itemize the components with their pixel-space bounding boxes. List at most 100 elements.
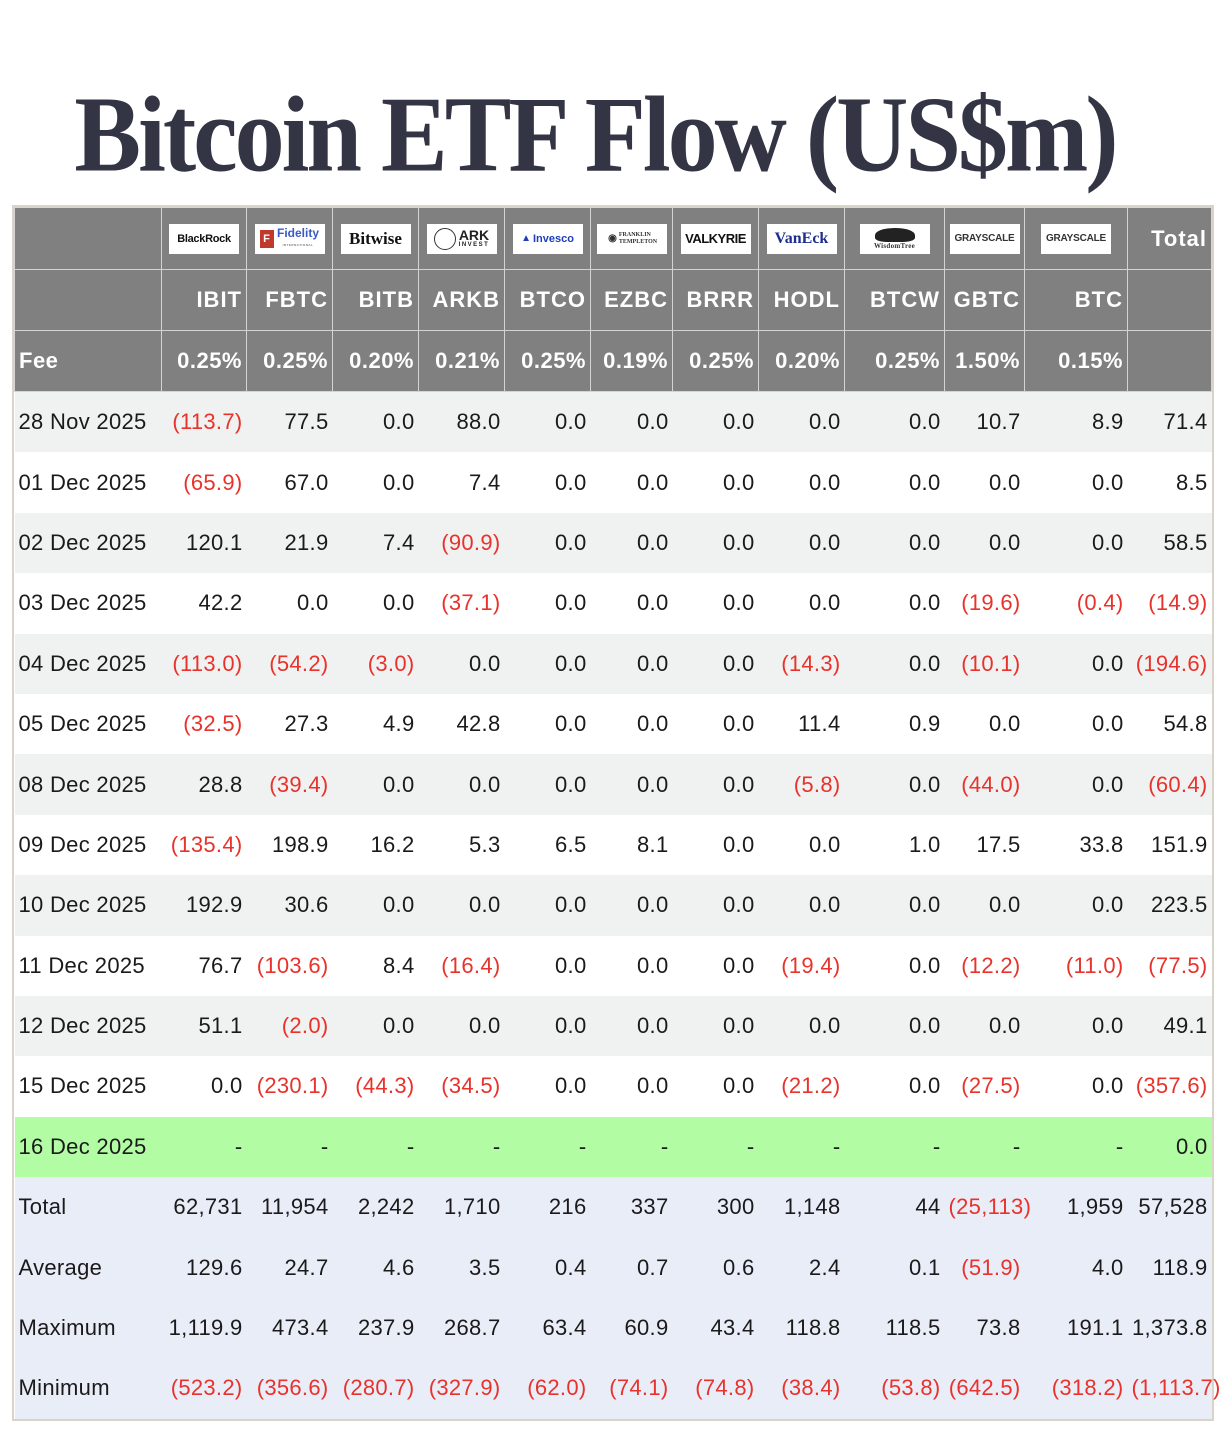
flow-cell: 8.9 — [1024, 391, 1128, 453]
date-cell: 15 Dec 2025 — [14, 1056, 162, 1117]
table-row: 08 Dec 2025 28.8 (39.4) 0.0 0.0 0.0 0.0 0.0 (5.8… — [14, 754, 1212, 815]
flow-cell: (27.5) — [944, 1056, 1025, 1117]
fee-value: 0.25% — [844, 330, 945, 392]
flow-cell: 0.0 — [590, 452, 673, 513]
flow-cell: 0.0 — [672, 452, 759, 513]
ticker-header: IBIT — [161, 269, 247, 331]
etf-flow-table: BlackRock F Fidelity INTERNATIONAL Bitwis… — [14, 207, 1220, 1419]
flow-cell: 0.0 — [418, 633, 505, 694]
flow-cell: (327.9) — [418, 1358, 505, 1419]
flow-cell: - — [418, 1116, 505, 1178]
invesco-logo: ▲ Invesco — [512, 223, 583, 254]
date-cell: 12 Dec 2025 — [14, 995, 162, 1057]
flow-cell: 28.8 — [161, 754, 247, 815]
flow-cell: 0.0 — [758, 995, 845, 1057]
flow-cell: 0.6 — [672, 1237, 759, 1298]
flow-cell: 0.0 — [758, 875, 845, 936]
fee-value: 0.25% — [504, 330, 591, 392]
flow-cell: 0.0 — [590, 935, 673, 996]
flow-cell: 4.6 — [332, 1237, 419, 1298]
summary-row: Minimum (523.2) (356.6) (280.7) (327.9) (62.0… — [14, 1358, 1220, 1419]
fee-row: Fee 0.25% 0.25% 0.20% 0.21% 0.25% 0.19% … — [14, 330, 1212, 392]
flow-cell: 0.0 — [504, 875, 591, 936]
flow-cell: 1,710 — [418, 1177, 505, 1238]
flow-cell: 30.6 — [246, 875, 333, 936]
flow-cell: 0.0 — [504, 995, 591, 1057]
flow-cell: 0.0 — [332, 875, 419, 936]
flow-cell: (54.2) — [246, 633, 333, 694]
total-cell: (357.6) — [1127, 1056, 1212, 1117]
table-row: 28 Nov 2025 (113.7) 77.5 0.0 88.0 0.0 0.0 0.0 0.… — [14, 391, 1212, 453]
flow-cell: 0.0 — [504, 391, 591, 453]
summary-label: Average — [14, 1237, 162, 1298]
flow-cell: 0.0 — [504, 1056, 591, 1117]
fee-value: 0.19% — [590, 330, 673, 392]
wisdomtree-logo: WisdomTree — [859, 223, 930, 254]
flow-cell: 0.0 — [1024, 693, 1128, 755]
table-row: 03 Dec 2025 42.2 0.0 0.0 (37.1) 0.0 0.0 0.0 0.0 0… — [14, 573, 1212, 634]
total-cell: (194.6) — [1127, 633, 1212, 694]
flow-cell: 42.8 — [418, 693, 505, 755]
flow-cell: (5.8) — [758, 754, 845, 815]
flow-cell: 0.0 — [672, 875, 759, 936]
flow-cell: 0.0 — [944, 693, 1025, 755]
flow-cell: 0.0 — [332, 573, 419, 634]
flow-cell: 0.0 — [844, 391, 945, 453]
flow-cell: 0.0 — [672, 633, 759, 694]
flow-cell: (39.4) — [246, 754, 333, 815]
fee-value: 0.25% — [246, 330, 333, 392]
total-cell: (1,113.7) — [1127, 1358, 1220, 1419]
flow-cell: 0.0 — [1024, 633, 1128, 694]
flow-cell: 0.0 — [758, 512, 845, 574]
flow-cell: (74.1) — [590, 1358, 673, 1419]
flow-cell: - — [246, 1116, 333, 1178]
flow-cell: 0.0 — [844, 1056, 945, 1117]
flow-cell: 337 — [590, 1177, 673, 1238]
blackrock-logo: BlackRock — [169, 223, 239, 254]
flow-cell: - — [161, 1116, 247, 1178]
ark-circle-icon — [433, 227, 456, 250]
flow-cell: 17.5 — [944, 814, 1025, 876]
flow-cell: 1.0 — [844, 814, 945, 876]
flow-cell: (32.5) — [161, 693, 247, 755]
grayscale-logo: GRAYSCALE — [949, 223, 1020, 254]
flow-cell: 0.0 — [758, 452, 845, 513]
flow-cell: 21.9 — [246, 512, 333, 574]
flow-cell: 88.0 — [418, 391, 505, 453]
flow-cell: 237.9 — [332, 1297, 419, 1359]
flow-cell: 0.0 — [1024, 875, 1128, 936]
issuer-logo-cell: WisdomTree — [844, 207, 945, 270]
flow-cell: 0.0 — [504, 452, 591, 513]
fidelity-logo: F Fidelity INTERNATIONAL — [254, 223, 325, 254]
flow-cell: 24.7 — [246, 1237, 333, 1298]
table-row: 12 Dec 2025 51.1 (2.0) 0.0 0.0 0.0 0.0 0.0 0.0 0.… — [14, 995, 1212, 1057]
flow-cell: 0.0 — [418, 995, 505, 1057]
fidelity-f-icon: F — [259, 229, 274, 248]
highlighted-row: 16 Dec 2025- - - - - - - - - - -0.0 — [14, 1116, 1212, 1178]
flow-cell: 1,148 — [758, 1177, 845, 1238]
flow-cell: - — [844, 1116, 945, 1178]
flow-cell: (44.0) — [944, 754, 1025, 815]
fee-label: Fee — [14, 330, 162, 392]
flow-cell: 216 — [504, 1177, 591, 1238]
flow-cell: 42.2 — [161, 573, 247, 634]
date-cell: 28 Nov 2025 — [14, 391, 162, 453]
flow-cell: - — [332, 1116, 419, 1178]
summary-label: Total — [14, 1177, 162, 1238]
total-cell: (77.5) — [1127, 935, 1212, 996]
flow-cell: 7.4 — [418, 452, 505, 513]
issuer-logo-cell: ARK INVEST — [418, 207, 505, 270]
flow-cell: 0.0 — [672, 391, 759, 453]
table-row: 01 Dec 2025 (65.9) 67.0 0.0 7.4 0.0 0.0 0.0 0.0 0… — [14, 452, 1212, 513]
flow-cell: 0.0 — [672, 512, 759, 574]
table-row: 11 Dec 2025 76.7 (103.6) 8.4 (16.4) 0.0 0.0 0.0… — [14, 935, 1212, 996]
flow-cell: 0.0 — [758, 814, 845, 876]
flow-cell: 43.4 — [672, 1297, 759, 1359]
flow-cell: (10.1) — [944, 633, 1025, 694]
table-row: 15 Dec 2025 0.0 (230.1) (44.3) (34.5) 0.0 0.0 0… — [14, 1056, 1212, 1117]
flow-cell: 0.0 — [590, 754, 673, 815]
header-corner — [14, 207, 162, 270]
valkyrie-logo: VALKYRIE — [680, 223, 751, 254]
flow-cell: 0.4 — [504, 1237, 591, 1298]
flow-cell: 2.4 — [758, 1237, 845, 1298]
